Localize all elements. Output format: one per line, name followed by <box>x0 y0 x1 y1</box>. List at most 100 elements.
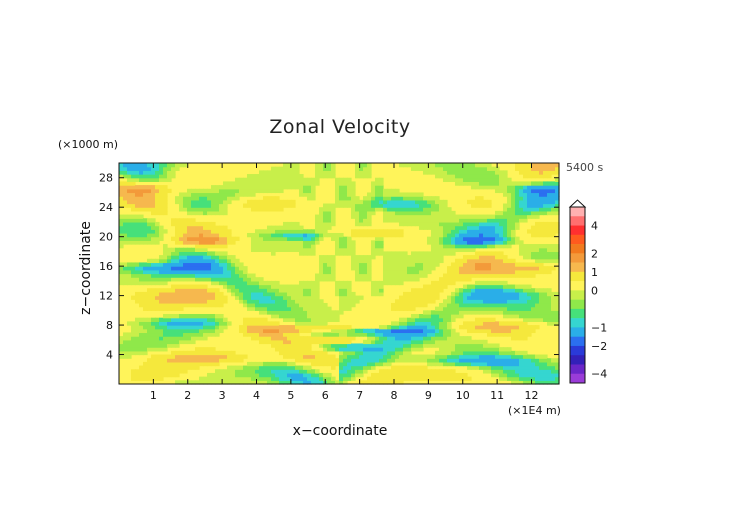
contour-cell <box>323 207 328 212</box>
contour-cell <box>167 339 172 345</box>
contour-cell <box>287 361 292 367</box>
colorbar-tick-label: −4 <box>591 368 607 381</box>
contour-cell <box>487 325 492 330</box>
contour-cell <box>519 376 524 381</box>
contour-cell <box>155 358 160 363</box>
contour-cell <box>347 251 352 256</box>
contour-cell <box>123 236 128 241</box>
contour-cell <box>159 170 164 175</box>
contour-cell <box>223 196 228 201</box>
contour-cell <box>207 273 212 278</box>
contour-cell <box>531 203 536 208</box>
contour-cell <box>347 302 352 308</box>
contour-cell <box>315 339 320 345</box>
contour-cell <box>547 185 552 190</box>
contour-cell <box>527 291 532 297</box>
contour-cell <box>519 203 524 208</box>
contour-cell <box>443 372 448 378</box>
contour-cell <box>463 177 468 183</box>
contour-cell <box>499 347 504 352</box>
contour-cell <box>299 240 304 245</box>
contour-cell <box>471 218 476 223</box>
contour-cell <box>303 343 308 348</box>
contour-cell <box>411 314 416 319</box>
contour-cell <box>479 225 484 230</box>
contour-cell <box>519 365 524 370</box>
contour-cell <box>243 332 248 337</box>
contour-cell <box>479 266 484 271</box>
contour-cell <box>323 273 328 278</box>
contour-cell <box>503 299 508 304</box>
contour-cell <box>351 255 356 260</box>
contour-cell <box>451 218 456 223</box>
contour-cell <box>175 354 180 359</box>
contour-cell <box>519 321 524 326</box>
contour-cell <box>555 310 560 315</box>
contour-cell <box>291 291 296 297</box>
contour-cell <box>547 361 552 367</box>
contour-cell <box>243 299 248 304</box>
y-tick-label: 8 <box>106 319 113 332</box>
contour-cell <box>131 207 136 212</box>
contour-cell <box>363 199 368 205</box>
contour-cell <box>303 339 308 345</box>
contour-cell <box>227 181 232 186</box>
contour-cell <box>167 317 172 322</box>
contour-cell <box>487 284 492 289</box>
contour-cell <box>463 163 468 168</box>
contour-cell <box>287 181 292 186</box>
contour-cell <box>455 332 460 337</box>
contour-cell <box>503 210 508 216</box>
contour-cell <box>227 229 232 234</box>
contour-cell <box>475 325 480 330</box>
contour-cell <box>367 163 372 168</box>
contour-cell <box>527 306 532 311</box>
contour-cell <box>183 255 188 260</box>
contour-cell <box>215 380 220 385</box>
contour-cell <box>159 354 164 359</box>
contour-cell <box>463 181 468 186</box>
contour-cell <box>183 258 188 264</box>
contour-cell <box>439 214 444 219</box>
contour-cell <box>335 328 340 334</box>
contour-cell <box>435 221 440 227</box>
contour-cell <box>203 258 208 264</box>
contour-cell <box>483 181 488 186</box>
contour-cell <box>295 369 300 374</box>
contour-cell <box>415 269 420 275</box>
contour-cell <box>291 229 296 234</box>
contour-cell <box>283 328 288 334</box>
contour-cell <box>135 166 140 171</box>
contour-cell <box>411 266 416 271</box>
contour-cell <box>391 339 396 345</box>
contour-cell <box>403 277 408 282</box>
contour-cell <box>411 221 416 227</box>
contour-cell <box>371 365 376 370</box>
contour-cell <box>307 302 312 308</box>
contour-cell <box>431 196 436 201</box>
contour-cell <box>539 295 544 300</box>
contour-cell <box>467 343 472 348</box>
colorbar-tick-label: 4 <box>591 220 598 233</box>
contour-cell <box>211 251 216 256</box>
contour-cell <box>443 251 448 256</box>
contour-cell <box>503 225 508 230</box>
contour-cell <box>159 188 164 194</box>
contour-cell <box>443 350 448 356</box>
x-tick-label: 12 <box>525 389 539 402</box>
contour-cell <box>391 306 396 311</box>
contour-cell <box>535 354 540 359</box>
contour-cell <box>219 277 224 282</box>
contour-cell <box>511 188 516 194</box>
contour-cell <box>535 174 540 179</box>
contour-cell <box>399 372 404 378</box>
contour-cell <box>219 376 224 381</box>
contour-cell <box>483 284 488 289</box>
contour-cell <box>155 299 160 304</box>
contour-cell <box>347 288 352 293</box>
contour-cell <box>347 236 352 241</box>
contour-cell <box>271 361 276 367</box>
contour-cell <box>335 199 340 205</box>
contour-cell <box>303 380 308 385</box>
contour-cell <box>335 240 340 245</box>
